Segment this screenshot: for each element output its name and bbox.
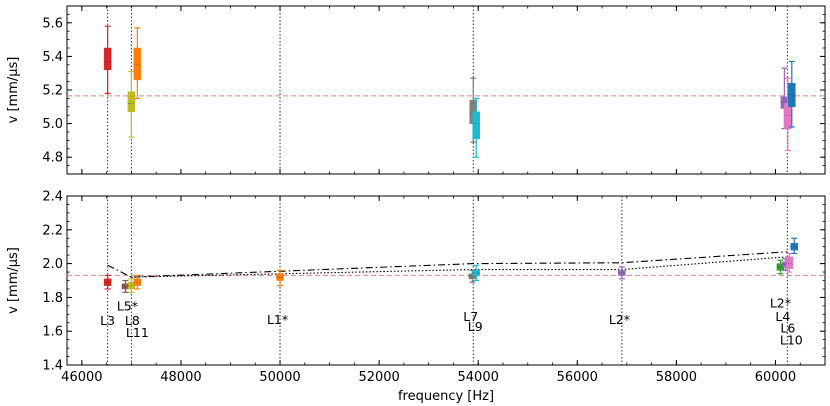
bottom-xlabel: frequency [Hz]: [398, 389, 494, 404]
bottom-annotation: L3: [100, 313, 115, 328]
bottom-ytick-label: 2.0: [42, 257, 63, 272]
top-panel: 4.8 5.0 5.2 5.4 5.6 v [mm/μs]: [6, 5, 826, 175]
bottom-annotation: L4: [775, 309, 790, 324]
bottom-ylabel: v [mm/μs]: [6, 247, 21, 314]
bottom-xtick-label: 54000: [458, 370, 499, 385]
bottom-annotation: L6: [780, 321, 795, 336]
bottom-ytick-label: 1.6: [42, 325, 63, 340]
top-box-L8: [127, 91, 136, 113]
bottom-annotation: L11: [126, 325, 149, 340]
bottom-trend-line-dash-dot: [107, 251, 788, 278]
bottom-annotation: L9: [468, 319, 483, 334]
bottom-box-L2*: [618, 270, 626, 276]
bottom-annotation: L8: [125, 313, 140, 328]
top-box-L9: [472, 111, 480, 139]
bottom-ytick-label: 2.4: [42, 190, 63, 205]
bottom-xtick-label: 48000: [160, 370, 201, 385]
bottom-annotation: L1*: [267, 312, 288, 327]
bottom-annotation: L2*: [609, 312, 630, 327]
top-ytick-label: 5.0: [42, 117, 63, 132]
bottom-box-L6: [785, 256, 794, 269]
bottom-annotation: L2*: [770, 295, 791, 310]
bottom-ytick-label: 2.2: [42, 223, 63, 238]
top-ytick-label: 5.2: [42, 84, 63, 99]
top-ytick-label: 4.8: [42, 151, 63, 166]
bottom-annotation: L5*: [117, 299, 138, 314]
bottom-ytick-label: 1.4: [42, 359, 63, 374]
bottom-xtick-label: 46000: [61, 370, 102, 385]
bottom-annotation: L10: [780, 332, 803, 347]
bottom-box-L10: [790, 243, 799, 251]
bottom-xtick-label: 52000: [358, 370, 399, 385]
bottom-box-L3: [103, 278, 112, 286]
top-ytick-label: 5.6: [42, 16, 63, 31]
top-box-L3: [103, 47, 112, 71]
bottom-xtick-label: 56000: [557, 370, 598, 385]
top-ylabel: v [mm/μs]: [6, 57, 21, 124]
bottom-box-L1*: [276, 273, 284, 281]
bottom-annotation: L7: [463, 309, 478, 324]
top-box-L11: [133, 47, 142, 81]
top-box-L10: [788, 83, 796, 108]
bottom-panel: 1.4 1.6 1.8 2.0 2.2 2.4 46000 48000 50000 52000 54…: [6, 190, 826, 404]
bottom-xtick-label: 50000: [259, 370, 300, 385]
top-ytick-label: 5.4: [42, 50, 63, 65]
top-box-L4: [784, 103, 792, 129]
top-axes-frame: [66, 5, 826, 175]
bottom-xtick-label: 58000: [656, 370, 697, 385]
bottom-box-L11: [133, 278, 142, 286]
bottom-axes-frame: [66, 195, 826, 366]
bottom-ytick-label: 1.8: [42, 291, 63, 306]
bottom-trend-line-dotted: [131, 256, 788, 278]
bottom-box-L9: [472, 270, 480, 276]
bottom-xtick-label: 60000: [755, 370, 796, 385]
